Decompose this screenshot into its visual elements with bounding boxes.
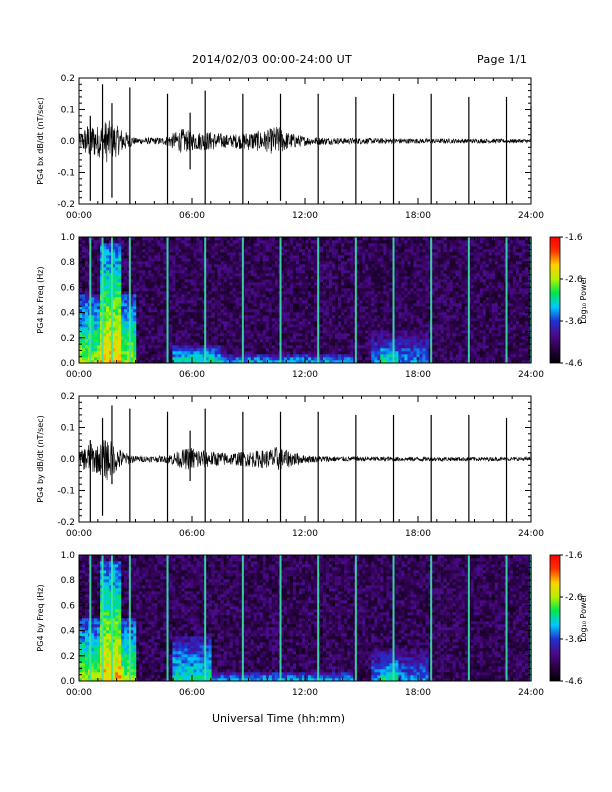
x-tick-label: 12:00 — [292, 211, 318, 221]
y-tick-label: 1.0 — [61, 233, 76, 243]
trace-line — [78, 120, 531, 163]
x-tick-label: 24:00 — [518, 688, 544, 698]
broadband-line — [430, 555, 433, 681]
broadband-line — [317, 555, 320, 681]
broadband-line — [101, 237, 104, 363]
colorbar-tick-label: -4.6 — [565, 677, 583, 687]
x-tick-label: 24:00 — [518, 370, 544, 380]
x-tick-label: 00:00 — [66, 211, 92, 221]
y-axis-label: PG4 by Freq (Hz) — [36, 584, 45, 651]
colorbar — [549, 554, 561, 682]
broadband-line — [279, 237, 282, 363]
broadband-line — [241, 555, 244, 681]
page-number: Page 1/1 — [477, 53, 528, 66]
broadband-line — [505, 555, 508, 681]
y-tick-label: 0.4 — [61, 627, 76, 637]
broadband-line — [354, 555, 357, 681]
y-tick-label: 0.8 — [61, 258, 76, 268]
colorbar-tick-label: -2.6 — [565, 275, 583, 285]
colorbar — [549, 236, 561, 364]
broadband-line — [166, 555, 169, 681]
y-tick-label: 0.2 — [61, 334, 75, 344]
broadband-line — [392, 555, 395, 681]
colorbar-tick-label: -4.6 — [565, 359, 583, 369]
colorbar-tick-label: -2.6 — [565, 593, 583, 603]
bx-timeseries-panel: 00:00 06:00 12:00 18:00 24:00 0.2 0.1 0.0 -0.1 -0… — [36, 74, 544, 221]
x-tick-label: 24:00 — [518, 529, 544, 539]
broadband-line — [467, 555, 470, 681]
colorbar-tick-label: -3.6 — [565, 635, 583, 645]
y-tick-label: -0.2 — [57, 200, 75, 210]
x-tick-label: 18:00 — [405, 529, 431, 539]
broadband-line — [279, 555, 282, 681]
broadband-line — [354, 237, 357, 363]
x-tick-label: 06:00 — [179, 529, 205, 539]
page-title: 2014/02/03 00:00-24:00 UT — [192, 53, 353, 66]
x-tick-label: 24:00 — [518, 211, 544, 221]
y-tick-label: 0.0 — [61, 359, 76, 369]
y-tick-label: 0.2 — [61, 392, 75, 402]
x-tick-label: 00:00 — [66, 529, 92, 539]
bx-spectrogram-panel: -1.6 -2.6 -3.6 -4.6 Log₁₀ Power 00:00 06:00 12:… — [36, 233, 588, 380]
broadband-line — [467, 237, 470, 363]
y-tick-label: 0.0 — [61, 455, 76, 465]
broadband-line — [110, 237, 113, 363]
y-tick-label: 1.0 — [61, 551, 76, 561]
broadband-line — [392, 237, 395, 363]
x-tick-label: 12:00 — [292, 688, 318, 698]
by-spectrogram-panel: -1.6 -2.6 -3.6 -4.6 Log₁₀ Power 00:00 06:00 12:… — [36, 551, 588, 698]
x-tick-label: 18:00 — [405, 211, 431, 221]
broadband-line — [204, 237, 207, 363]
y-tick-label: 0.2 — [61, 652, 75, 662]
x-tick-label: 00:00 — [66, 688, 92, 698]
by-timeseries-panel: 00:00 06:00 12:00 18:00 24:00 0.2 0.1 0.0 -0.1 -0… — [36, 392, 544, 539]
broadband-line — [204, 555, 207, 681]
broadband-line — [317, 237, 320, 363]
broadband-line — [110, 555, 113, 681]
broadband-line — [89, 555, 92, 681]
trace-line — [78, 440, 532, 481]
x-tick-label: 12:00 — [292, 529, 318, 539]
y-tick-label: 0.6 — [61, 283, 76, 293]
colorbar-label: Log₁₀ Power — [579, 594, 588, 642]
broadband-line — [89, 237, 92, 363]
broadband-line — [128, 237, 131, 363]
spectrogram-cells — [79, 237, 532, 364]
x-tick-label: 00:00 — [66, 370, 92, 380]
colorbar-tick-label: -3.6 — [565, 317, 583, 327]
x-axis-title: Universal Time (hh:mm) — [212, 712, 345, 725]
broadband-line — [430, 237, 433, 363]
colorbar-tick-label: -1.6 — [565, 233, 583, 243]
broadband-line — [101, 555, 104, 681]
y-tick-label: 0.8 — [61, 576, 76, 586]
x-tick-label: 06:00 — [179, 211, 205, 221]
broadband-line — [128, 555, 131, 681]
x-tick-label: 12:00 — [292, 370, 318, 380]
x-tick-label: 18:00 — [405, 688, 431, 698]
broadband-line — [241, 237, 244, 363]
x-tick-label: 06:00 — [179, 688, 205, 698]
spectrogram-cells — [79, 555, 532, 682]
x-tick-label: 06:00 — [179, 370, 205, 380]
colorbar-tick-label: -1.6 — [565, 551, 583, 561]
y-tick-label: -0.1 — [57, 169, 75, 179]
y-tick-label: 0.1 — [61, 106, 75, 116]
broadband-line — [166, 237, 169, 363]
y-tick-label: -0.2 — [57, 518, 75, 528]
colorbar-label: Log₁₀ Power — [579, 276, 588, 324]
broadband-line — [505, 237, 508, 363]
y-tick-label: 0.4 — [61, 309, 76, 319]
y-axis-label: PG4 bx dB/dt (nT/sec) — [36, 97, 45, 184]
y-tick-label: 0.1 — [61, 424, 75, 434]
y-axis-label: PG4 by dB/dt (nT/sec) — [36, 415, 45, 502]
y-axis-label: PG4 bx Freq (Hz) — [36, 266, 45, 333]
x-tick-label: 18:00 — [405, 370, 431, 380]
y-tick-label: 0.0 — [61, 137, 76, 147]
y-tick-label: 0.2 — [61, 74, 75, 84]
y-tick-label: -0.1 — [57, 487, 75, 497]
y-tick-label: 0.6 — [61, 601, 76, 611]
y-tick-label: 0.0 — [61, 677, 76, 687]
